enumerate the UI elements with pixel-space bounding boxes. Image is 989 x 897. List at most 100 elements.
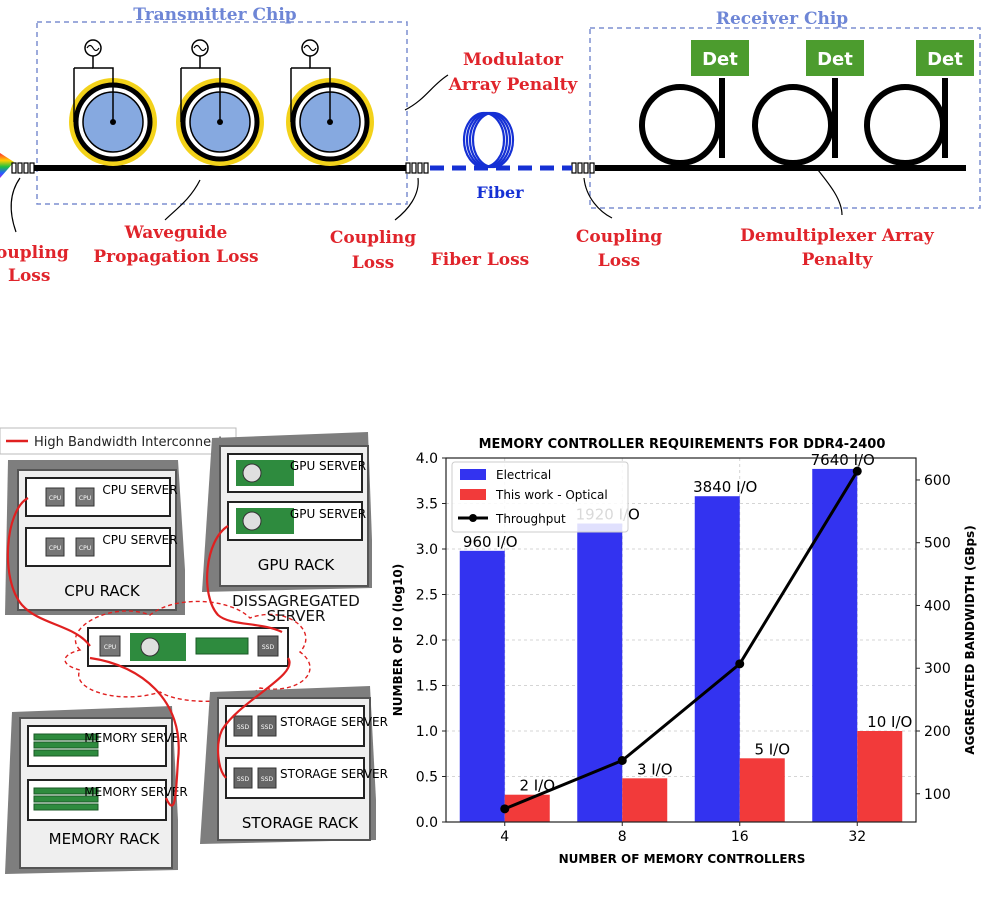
memory-server-label: MEMORY SERVER [84, 785, 187, 799]
cpu-chip-label: CPU [104, 644, 116, 651]
electrical-bar-label: 3840 I/O [693, 478, 757, 496]
x-axis-label: NUMBER OF MEMORY CONTROLLERS [559, 852, 806, 866]
throughput-point [852, 466, 862, 476]
coupling-loss-input-label: oupling [0, 243, 69, 263]
y-tick-label: 1.0 [416, 724, 438, 740]
photodetector-icon: Det [691, 40, 749, 76]
legend-swatch-electrical [460, 469, 486, 480]
y2-axis-label: AGGREGATED BANDWIDTH (GBps) [963, 525, 977, 754]
y2-tick-label: 300 [924, 661, 951, 677]
cpu-rack-label: CPU RACK [64, 582, 141, 600]
gpu-server-label: GPU SERVER [290, 507, 366, 521]
optical-bar-label: 10 I/O [867, 713, 912, 731]
waveguide-loss-label-2: Propagation Loss [93, 247, 258, 267]
server-and-chart-figure: High Bandwidth Interconnect CPU CPU CPU … [0, 427, 977, 874]
optical-bar-label: 5 I/O [754, 740, 790, 758]
optical-bar [622, 778, 668, 822]
grating-coupler-icon [571, 162, 595, 174]
light-source-icon [0, 153, 14, 178]
detector-label: Det [927, 49, 963, 70]
cpu-rack: CPU CPU CPU CPU CPU SERVER CPU SERVER CP… [5, 460, 185, 615]
y2-tick-label: 400 [924, 598, 951, 614]
chart-bars [459, 468, 903, 822]
receiver-chip-title: Receiver Chip [716, 9, 848, 29]
y2-tick-label: 200 [924, 724, 951, 740]
drop-ring-icon [639, 78, 725, 166]
fan-icon [140, 637, 160, 657]
optical-bar-label: 3 I/O [637, 760, 673, 778]
gpu-server-label: GPU SERVER [290, 459, 366, 473]
ssd-chip-label: SSD [261, 776, 274, 783]
transmitter-chip-box [36, 21, 408, 205]
drop-ring-icon [752, 78, 838, 166]
cpu-chip-label: CPU [79, 545, 91, 552]
loss-pointer-arrows [10, 74, 843, 233]
fiber-loss-label: Fiber Loss [431, 250, 530, 270]
y-tick-label: 1.5 [416, 679, 438, 695]
transmitter-chip-title: Transmitter Chip [133, 5, 297, 25]
chart-axes: 0.0 0.5 1.0 1.5 2.0 2.5 3.0 3.5 4.0 4 8 16 32 100 200 3… [416, 451, 951, 845]
storage-server-label: STORAGE SERVER [280, 715, 388, 729]
legend-swatch-optical [460, 489, 486, 500]
y-tick-label: 2.0 [416, 633, 438, 649]
ssd-chip-label: SSD [237, 776, 250, 783]
electrical-bar-label: 960 I/O [463, 533, 518, 551]
fiber-coil-icon [462, 111, 515, 169]
throughput-point [735, 659, 745, 669]
ssd-chip-label: SSD [262, 644, 275, 651]
ring-modulator-icon [286, 39, 374, 166]
legend-label-optical: This work - Optical [495, 488, 608, 502]
fiber-label: Fiber [476, 183, 524, 202]
legend-box [0, 427, 237, 455]
chart-title: MEMORY CONTROLLER REQUIREMENTS FOR DDR4-… [479, 437, 886, 452]
y-tick-label: 3.5 [416, 497, 438, 513]
memory-controller-chart: MEMORY CONTROLLER REQUIREMENTS FOR DDR4-… [391, 437, 977, 866]
grating-coupler-icon [405, 162, 429, 174]
optical-bar-label: 2 I/O [519, 777, 555, 795]
detector-label: Det [817, 49, 853, 70]
electrical-bar-label: 7640 I/O [811, 451, 875, 469]
electrical-bar [459, 550, 505, 822]
photodetector-icon: Det [916, 40, 974, 76]
throughput-point [500, 804, 510, 814]
demux-penalty-label-2: Penalty [802, 250, 874, 270]
photodetector-icon: Det [806, 40, 864, 76]
cpu-chip-label: CPU [49, 545, 61, 552]
coupling-loss-rx-label: Coupling [576, 227, 662, 247]
receiver-chip-box [589, 27, 981, 209]
chart-legend: Electrical This work - Optical Throughpu… [451, 461, 629, 533]
ssd-chip-label: SSD [261, 724, 274, 731]
disaggregated-server-label: DISSAGREGATED SERVER [232, 594, 360, 625]
disaggregated-server: CPU SSD DISSAGREGATED SERVER [64, 594, 360, 702]
storage-rack: SSD SSD SSD SSD STORAGE SERVER STORAGE S… [200, 686, 388, 844]
storage-rack-label: STORAGE RACK [242, 814, 359, 832]
ring-modulator-icon [176, 39, 264, 166]
photonic-link-diagram: Transmitter Chip Receiver Chip [0, 5, 981, 286]
optical-bar [857, 731, 903, 822]
legend-label: High Bandwidth Interconnect [34, 435, 223, 450]
cpu-chip-label: CPU [79, 495, 91, 502]
demux-penalty-label: Demultiplexer Array [740, 226, 935, 246]
coupling-loss-rx-label-2: Loss [598, 251, 640, 271]
legend-label-electrical: Electrical [496, 468, 551, 482]
storage-server-label: STORAGE SERVER [280, 767, 388, 781]
y-tick-label: 0.5 [416, 770, 438, 786]
coupling-loss-input-label-2: Loss [8, 266, 50, 286]
gpu-rack: GPU SERVER GPU SERVER GPU RACK [202, 432, 372, 592]
y2-tick-label: 100 [924, 787, 951, 803]
y-tick-label: 4.0 [416, 451, 438, 467]
x-tick-label: 16 [731, 829, 749, 845]
electrical-bar [812, 468, 858, 822]
y-tick-label: 0.0 [416, 815, 438, 831]
grating-coupler-icon [11, 162, 35, 174]
ring-modulator-icon [69, 39, 157, 166]
gpu-rack-label: GPU RACK [258, 556, 336, 574]
optical-bar [739, 758, 785, 822]
waveguide-loss-label: Waveguide [124, 223, 228, 243]
memory-server-label: MEMORY SERVER [84, 731, 187, 745]
throughput-line-path [504, 470, 859, 811]
legend-label-throughput: Throughput [495, 512, 566, 526]
modulator-penalty-label-2: Array Penalty [448, 75, 579, 95]
cpu-chip-label: CPU [49, 495, 61, 502]
detector-label: Det [702, 49, 738, 70]
